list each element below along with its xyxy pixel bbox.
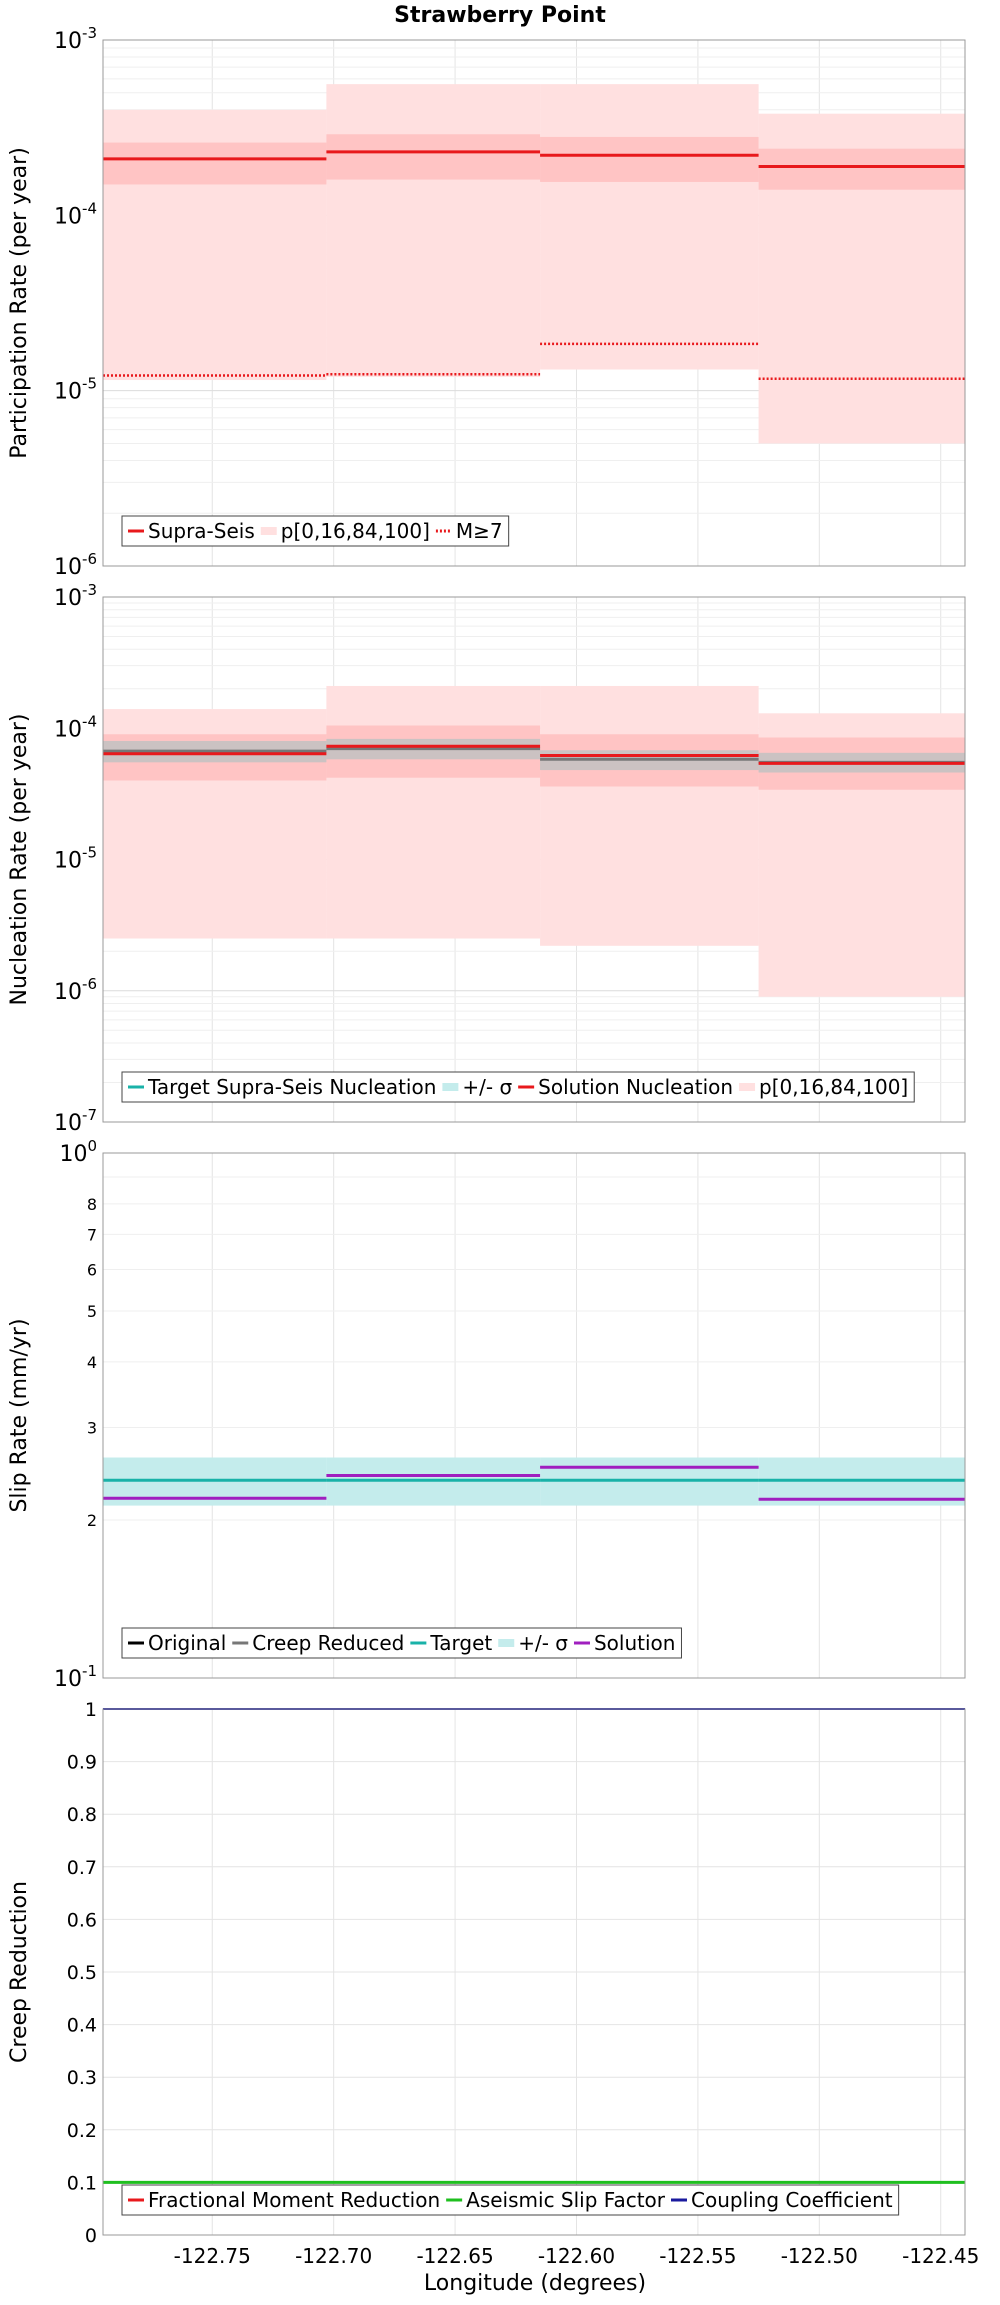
- grid: [103, 1708, 965, 2236]
- legend-label: Target Supra-Seis Nucleation: [147, 1075, 436, 1099]
- legend-label: M≥7: [456, 519, 503, 543]
- y-tick-labels: 100 10-1 8 7 6 5 4 3 2: [54, 1137, 97, 1692]
- plot-frame: [102, 39, 966, 567]
- legend-label: +/- σ: [518, 1631, 568, 1655]
- legend-label: +/- σ: [462, 1075, 512, 1099]
- x-tick-label: -122.55: [659, 2244, 736, 2268]
- legend: Target Supra-Seis Nucleation +/- σ Solutio…: [121, 1071, 915, 1103]
- y-tick-label: 0.7: [67, 1857, 97, 1879]
- legend-label: Creep Reduced: [252, 1631, 404, 1655]
- y-tick-label: 10-5: [54, 844, 97, 874]
- y-tick-label: 0.2: [67, 2120, 97, 2142]
- y-tick-label: 10-4: [54, 712, 97, 742]
- y-tick-label: 0.6: [67, 1909, 97, 1931]
- legend-box: [121, 1071, 915, 1103]
- legend-label: Solution Nucleation: [538, 1075, 733, 1099]
- percentile-band-outer: [540, 685, 759, 946]
- percentile-band-outer: [540, 84, 759, 370]
- y-minor-tick-label: 7: [87, 1225, 97, 1244]
- legend-label: Aseismic Slip Factor: [466, 2188, 666, 2212]
- y-tick-label: 0.8: [67, 1804, 97, 1826]
- x-tick-label: -122.50: [781, 2244, 858, 2268]
- legend-label: Original: [148, 1631, 226, 1655]
- y-axis-label: Nucleation Rate (per year): [7, 714, 32, 1006]
- y-axis-label: Slip Rate (mm/yr): [7, 1318, 32, 1512]
- y-tick-label: 0: [85, 2225, 97, 2247]
- legend-box: [121, 2184, 900, 2216]
- y-tick-label: 0.1: [67, 2172, 97, 2194]
- y-tick-label: 10-5: [54, 375, 97, 405]
- legend-label: Solution: [594, 1631, 675, 1655]
- panel-1: 10-3 10-4 10-5 10-6 Participation Rate (per …: [7, 24, 966, 580]
- y-axis-label: Participation Rate (per year): [7, 147, 32, 459]
- legend-label: Supra-Seis: [148, 519, 255, 543]
- percentile-band-inner: [326, 134, 541, 180]
- y-tick-label: 0.5: [67, 1962, 97, 1984]
- y-tick-label: 10-6: [54, 550, 97, 580]
- x-tick-label: -122.70: [295, 2244, 372, 2268]
- y-minor-tick-label: 8: [87, 1195, 97, 1214]
- y-minor-tick-label: 6: [87, 1260, 97, 1279]
- y-axis-label: Creep Reduction: [7, 1881, 32, 2063]
- x-tick-label: -122.65: [416, 2244, 493, 2268]
- percentile-band-inner: [103, 142, 327, 185]
- y-tick-label: 10-7: [54, 1106, 97, 1136]
- percentile-band-inner: [540, 136, 759, 182]
- legend: Supra-Seis p[0,16,84,100] M≥7: [121, 515, 510, 547]
- x-tick-label: -122.45: [902, 2244, 979, 2268]
- x-tick-label: -122.75: [174, 2244, 251, 2268]
- percentile-band-inner: [758, 148, 965, 190]
- y-tick-labels: 10-3 10-4 10-5 10-6: [54, 24, 97, 580]
- panel-2: 10-3 10-4 10-5 10-6 10-7 Nucleation Rate (per…: [7, 581, 966, 1136]
- y-tick-label: 1: [85, 1699, 97, 1721]
- y-minor-tick-label: 5: [87, 1302, 97, 1321]
- plot-frame: [102, 1708, 966, 2236]
- y-tick-label: 0.4: [67, 2015, 97, 2037]
- x-tick-label: -122.60: [538, 2244, 615, 2268]
- y-tick-label: 10-4: [54, 199, 97, 229]
- legend: Original Creep Reduced Target +/- σ Solution: [121, 1627, 682, 1659]
- plot-frame: [102, 1152, 966, 1679]
- y-tick-label: 0.9: [67, 1752, 97, 1774]
- panel-4: 10.90.80.70.60.50.40.30.20.10-122.75 -122…: [7, 1699, 979, 2268]
- legend-label: Target: [429, 1631, 492, 1655]
- y-tick-label: 100: [59, 1137, 97, 1167]
- x-axis-label: Longitude (degrees): [424, 2271, 646, 2296]
- y-tick-labels: 1 0.9 0.8 0.7 0.6 0.5 0.4 0.3 0.2 0.1 0: [67, 1699, 97, 2247]
- chart-title: Strawberry Point: [394, 3, 606, 28]
- y-tick-label: 10-3: [54, 581, 97, 611]
- legend-label: Coupling Coefficient: [691, 2188, 893, 2212]
- legend-label: p[0,16,84,100]: [759, 1075, 908, 1099]
- legend-label: Fractional Moment Reduction: [148, 2188, 440, 2212]
- plot-area: [103, 1153, 965, 1678]
- x-tick-labels: -122.75 -122.70 -122.65 -122.60 -122.55 -122.…: [174, 2244, 980, 2268]
- legend: Fractional Moment Reduction Aseismic Slip…: [121, 2184, 900, 2216]
- percentile-band-outer: [326, 84, 541, 377]
- y-tick-label: 0.3: [67, 2067, 97, 2089]
- y-tick-label: 10-3: [54, 24, 97, 54]
- legend-label: p[0,16,84,100]: [281, 519, 430, 543]
- panel-3: 100 10-1 8 7 6 5 4 3 2 Slip Rate (mm/yr) Original C…: [7, 1137, 966, 1692]
- y-minor-tick-label: 4: [87, 1353, 97, 1372]
- y-tick-label: 10-6: [54, 975, 97, 1005]
- plot-frame: [102, 596, 966, 1123]
- y-tick-labels: 10-3 10-4 10-5 10-6 10-7: [54, 581, 97, 1136]
- percentile-band-outer: [326, 685, 541, 939]
- y-minor-tick-label: 3: [87, 1419, 97, 1438]
- y-minor-tick-label: 2: [87, 1511, 97, 1530]
- y-tick-label: 10-1: [54, 1662, 97, 1692]
